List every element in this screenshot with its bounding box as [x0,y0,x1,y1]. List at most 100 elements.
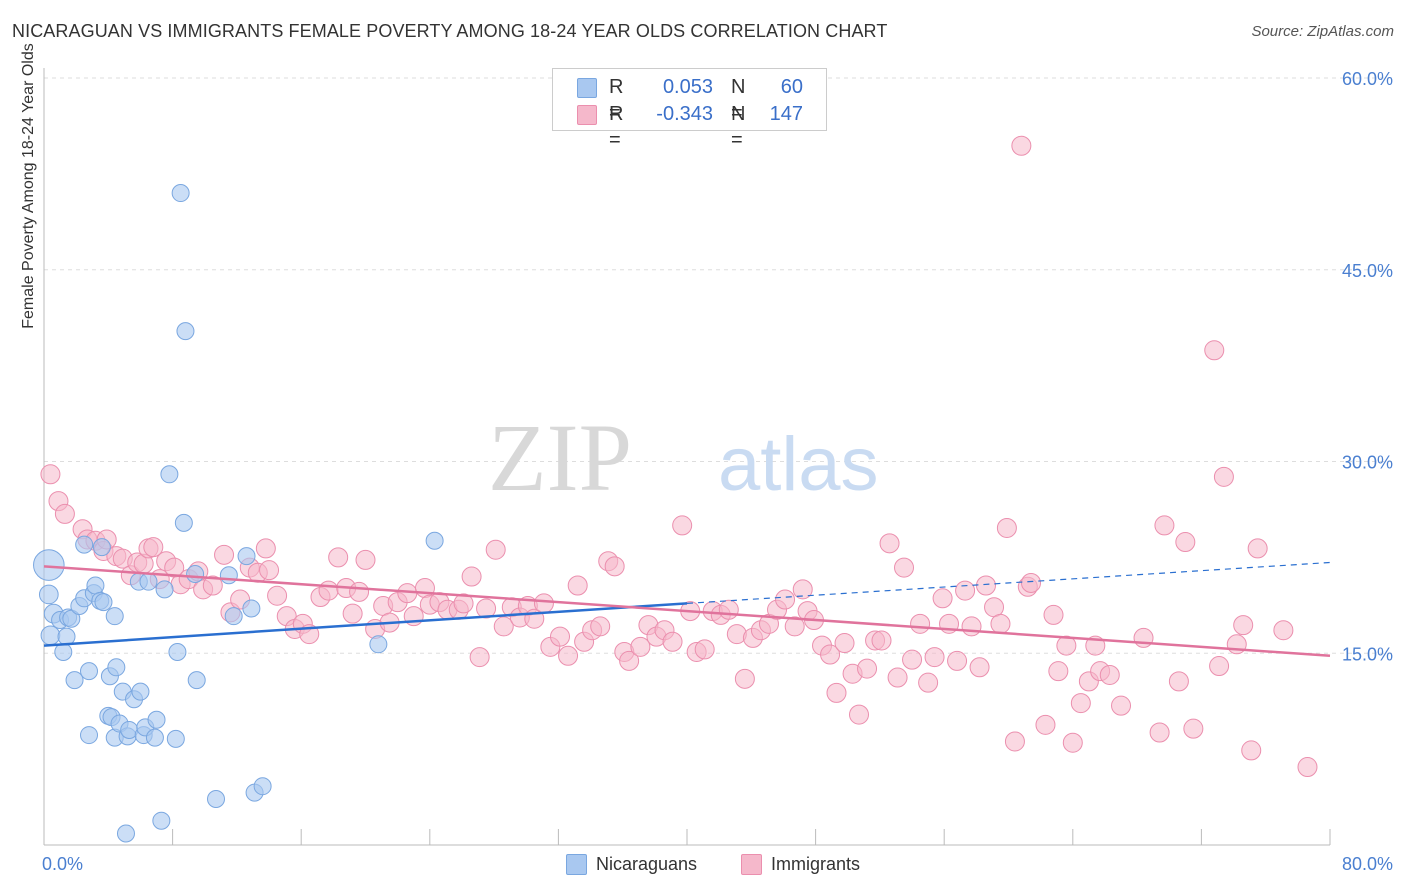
immigrants-point [857,658,878,679]
legend-r-label: R = [609,76,624,124]
immigrants-point [590,616,611,637]
immigrants-point [214,544,235,565]
watermark-zip: ZIP [488,404,632,511]
nicaraguans-point [139,572,158,591]
nicaraguans-trend-extension [686,561,1331,604]
nicaraguans-point [94,593,113,612]
immigrants-point [1241,740,1262,761]
nicaraguans-point [160,465,179,484]
immigrants-point [1247,538,1268,559]
nicaraguans-point [75,535,94,554]
immigrants-point [969,657,990,678]
immigrants-point [1099,664,1120,685]
immigrants-point [1133,627,1154,648]
immigrants-point [1204,340,1225,361]
legend-r-value: 0.053 [662,76,713,98]
immigrants-point [202,575,223,596]
immigrants-point [1011,135,1032,156]
immigrants-point [461,566,482,587]
immigrants-point [918,672,939,693]
nicaraguans-point [145,728,164,747]
nicaraguans-point [242,599,261,618]
immigrants-point [567,575,588,596]
x-tick-label: 80.0% [1342,854,1393,874]
immigrants-point [792,579,813,600]
immigrants-point [604,556,625,577]
immigrants-point [550,626,571,647]
legend-n-label: N = [731,76,746,124]
immigrants-point [453,593,474,614]
y-tick-label: 30.0% [1342,453,1393,473]
immigrants-point [414,578,435,599]
legend-swatch-pink [577,105,597,125]
nicaraguans-point [80,662,99,681]
legend-swatch-blue [577,78,597,98]
nicaraguans-point [174,513,193,532]
immigrants-point [1035,714,1056,735]
y-tick-label: 15.0% [1342,644,1393,664]
trend-lines [43,561,1331,658]
legend-label: Immigrants [771,854,861,874]
immigrants-point [826,682,847,703]
nicaraguans-point [425,531,444,550]
immigrants-point [947,650,968,671]
immigrants-point [143,537,164,558]
immigrants-point [328,547,349,568]
nicaraguans-point [105,607,124,626]
nicaraguans-point [40,625,61,646]
nicaraguans-point [237,547,256,566]
immigrants-point [694,639,715,660]
immigrants-point [255,538,276,559]
immigrants-point [630,636,651,657]
nicaraguans-point [253,777,272,796]
immigrants-points [40,135,1318,778]
immigrants-point [1233,615,1254,636]
immigrants-point [355,549,376,570]
immigrants-point [1175,532,1196,553]
immigrants-point [784,616,805,637]
nicaraguans-point [207,789,226,808]
watermark: ZIP atlas [488,404,879,511]
nicaraguans-point [168,642,187,661]
nicaraguans-point [166,729,185,748]
legend-label: Nicaraguans [596,854,698,874]
immigrants-point [932,588,953,609]
immigrants-point [1043,604,1064,625]
immigrants-point [662,631,683,652]
chart-source: Source: ZipAtlas.com [1251,23,1394,40]
immigrants-point [1056,635,1077,656]
nicaraguans-point [155,580,174,599]
immigrants-point [961,616,982,637]
immigrants-point [1062,732,1083,753]
tick-labels: 15.0% 30.0% 45.0% 60.0% 0.0% 80.0% [42,69,1393,874]
nicaraguans-point [147,710,166,729]
immigrants-point [476,598,497,619]
nicaraguans-point [65,671,84,690]
immigrants-point [533,593,554,614]
y-tick-label: 45.0% [1342,261,1393,281]
immigrants-point [469,647,490,668]
immigrants-point [267,585,288,606]
immigrants-point [619,650,640,671]
legend-swatch-blue [566,854,587,875]
immigrants-point [849,704,870,725]
immigrants-trend-line [43,565,1331,658]
immigrants-point [1168,671,1189,692]
immigrants-point [672,515,693,536]
nicaraguans-point [33,549,65,581]
immigrants-point [485,539,506,560]
immigrants-point [924,647,945,668]
immigrants-point [1021,572,1042,593]
immigrants-point [902,649,923,670]
legend-n-value: 60 [780,76,803,98]
immigrants-point [342,603,363,624]
immigrants-point [775,589,796,610]
immigrants-point [910,613,931,634]
nicaraguans-point [152,811,171,830]
immigrants-point [820,644,841,665]
nicaraguans-point [80,726,99,745]
immigrants-point [1048,661,1069,682]
immigrants-point [996,517,1017,538]
immigrants-point [955,580,976,601]
